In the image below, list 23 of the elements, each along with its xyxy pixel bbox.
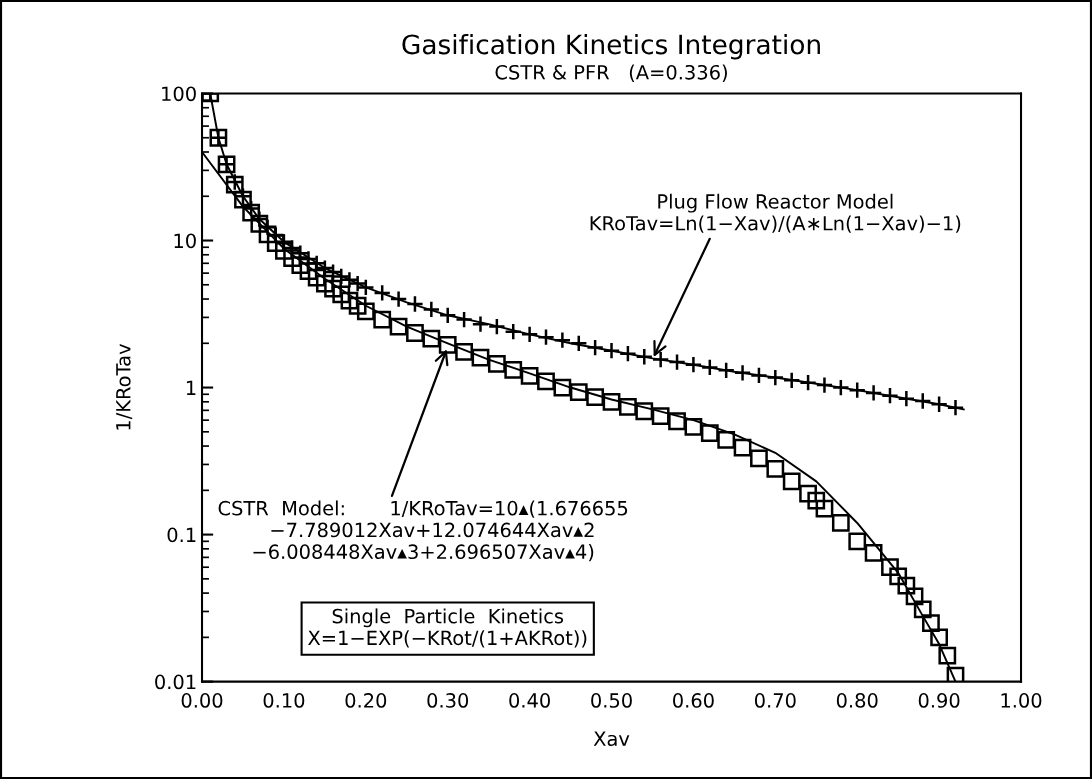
chart-title: Gasification Kinetics Integration: [402, 33, 820, 60]
x-tick-label: 0.20: [345, 693, 387, 708]
x-tick-label: 0.70: [754, 693, 796, 708]
y-tick-label: 0.01: [155, 674, 196, 690]
x-tick-label: 0.10: [263, 693, 305, 708]
x-tick-label: 0.30: [427, 693, 469, 708]
x-tick-label: 0.50: [591, 693, 632, 708]
x-axis-title: Xav: [593, 731, 630, 747]
chart-subtitle: CSTR & PFR (A=0.336): [495, 64, 727, 82]
annotation: Plug Flow Reactor Model KRoTav=Ln(1−Xav)/(A∗Ln(1−Xav)−1): [590, 193, 961, 233]
annotation: CSTR Model: 1/KRoTav=10▴(1.676655 −7.789012Xav+12.074644Xav▴2 −6.008448Xav▴3+2.696507Xav▴4): [218, 500, 628, 562]
y-axis-title: 1/KRoTav: [116, 343, 133, 430]
annotation: Single Particle Kinetics X=1−EXP(−KRot/(1+AKRot)): [308, 608, 587, 648]
y-tick-label: 0.1: [167, 527, 196, 543]
x-tick-label: 1.00: [1001, 693, 1042, 708]
x-tick-label: 0.00: [181, 693, 223, 708]
x-tick-label: 0.80: [836, 693, 878, 708]
y-tick-label: 10: [174, 233, 196, 249]
y-tick-label: 1: [186, 380, 196, 395]
x-tick-label: 0.40: [509, 693, 550, 708]
y-tick-label: 100: [162, 86, 196, 102]
x-tick-label: 0.90: [918, 693, 960, 708]
x-tick-label: 0.60: [673, 693, 714, 708]
